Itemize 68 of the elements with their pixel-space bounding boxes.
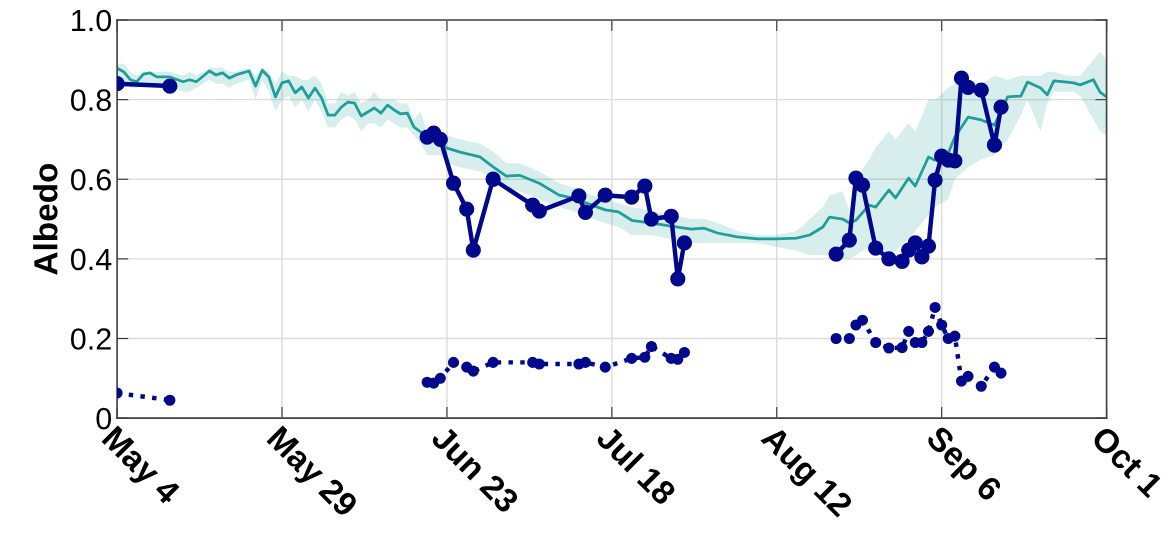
point <box>856 314 869 326</box>
point <box>995 367 1007 379</box>
y-tick-label: 0.6 <box>70 168 111 191</box>
point <box>485 171 501 187</box>
point <box>907 235 923 251</box>
point <box>626 352 638 364</box>
point <box>432 131 448 148</box>
point <box>962 370 974 382</box>
point <box>975 380 987 392</box>
point <box>639 351 651 363</box>
point <box>599 361 611 373</box>
point <box>571 188 587 204</box>
point <box>929 301 941 314</box>
point <box>854 177 871 193</box>
point <box>445 175 462 191</box>
point <box>434 372 446 384</box>
point <box>577 204 594 220</box>
point <box>164 394 176 406</box>
point <box>949 330 961 342</box>
point <box>672 353 684 365</box>
point <box>922 325 935 337</box>
point <box>927 172 943 188</box>
point <box>960 79 976 95</box>
point <box>870 336 882 349</box>
point <box>843 332 855 345</box>
point <box>670 271 686 287</box>
point <box>894 253 910 269</box>
point <box>868 240 884 256</box>
point <box>896 342 908 354</box>
point <box>903 325 915 337</box>
point <box>988 361 1001 373</box>
point <box>162 78 178 94</box>
point <box>663 208 679 224</box>
point <box>828 246 844 262</box>
point <box>533 358 545 370</box>
point <box>531 203 547 219</box>
x-tick-label: Jun 23 <box>429 423 521 515</box>
point <box>676 235 693 251</box>
point <box>841 232 857 248</box>
x-tick-label: Jul 18 <box>594 423 678 507</box>
x-tick-label: Oct 1 <box>1090 424 1165 499</box>
point <box>467 365 479 377</box>
point <box>986 137 1003 153</box>
y-tick-label: 1.0 <box>72 9 112 32</box>
point <box>465 242 481 258</box>
y-tick-label: 0.8 <box>70 89 111 111</box>
y-tick-label: 0.4 <box>70 248 112 271</box>
y-axis-title: Albedo <box>33 163 58 275</box>
point <box>459 201 475 217</box>
point <box>936 319 948 331</box>
point <box>623 189 640 205</box>
line-series <box>117 66 1107 241</box>
point <box>597 187 613 203</box>
point <box>645 340 657 353</box>
point <box>637 178 653 194</box>
point <box>447 356 460 368</box>
point <box>487 356 499 368</box>
y-tick-label: 0.2 <box>70 328 111 350</box>
point <box>993 99 1009 115</box>
point <box>883 342 895 354</box>
point <box>678 346 690 358</box>
point <box>830 332 842 345</box>
point <box>973 82 989 98</box>
point <box>920 238 937 254</box>
point <box>881 251 897 267</box>
x-tick-label: Sep 6 <box>920 424 1004 507</box>
point <box>914 249 930 265</box>
point <box>643 211 660 227</box>
